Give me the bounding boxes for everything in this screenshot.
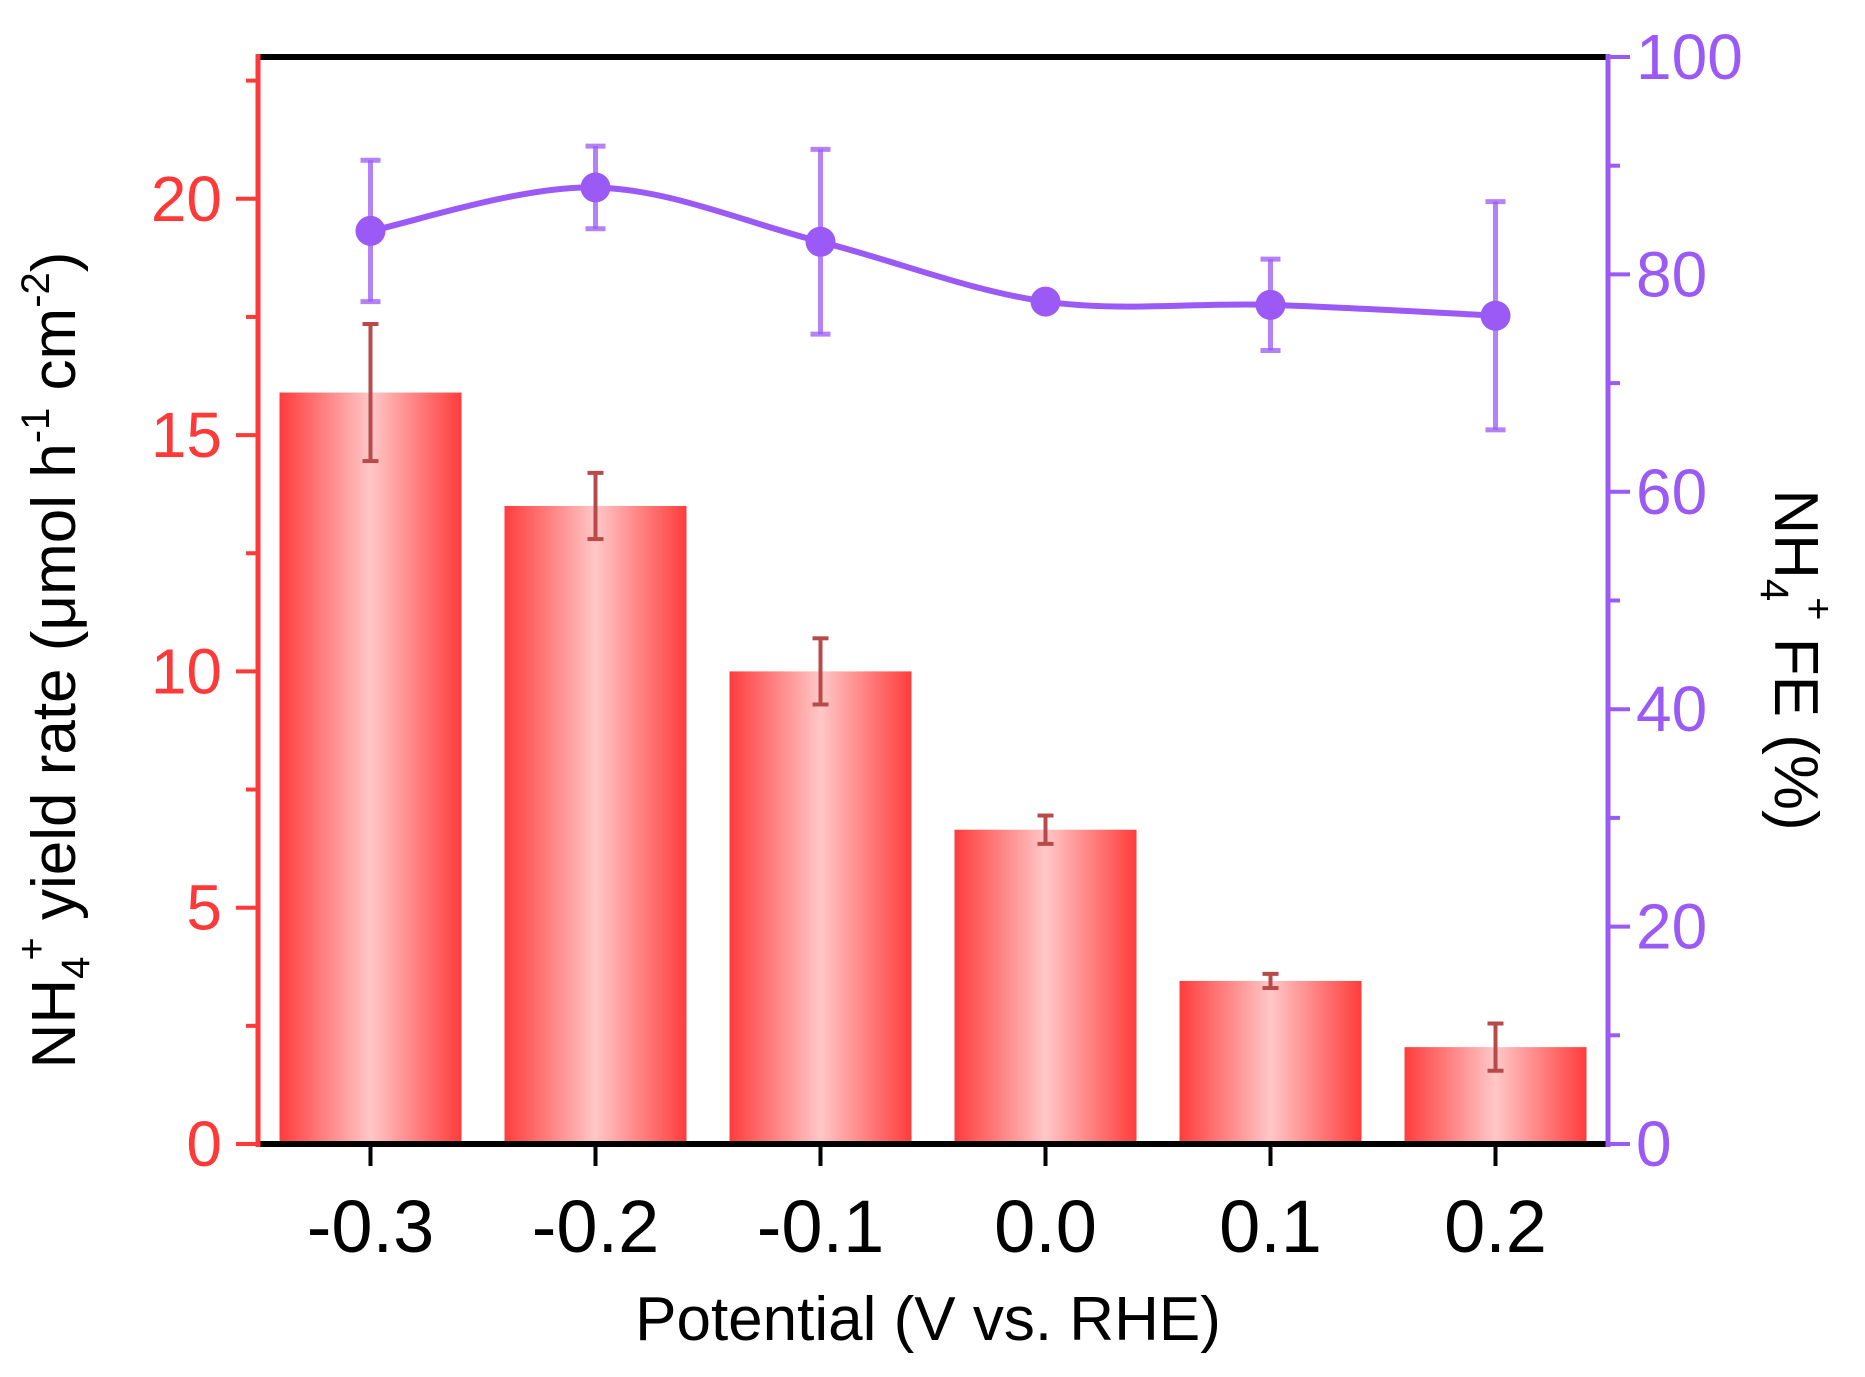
y-left-title-sup2: -1 xyxy=(14,408,58,444)
y-left-title-end: ) xyxy=(20,252,89,273)
y-right-tick-label: 60 xyxy=(1636,456,1707,528)
bar-2 xyxy=(729,671,912,1144)
y-right-axis-title: NH4+ FE (%) xyxy=(1752,489,1840,830)
y-left-title-rest: yield rate (μmol h xyxy=(20,443,89,937)
fe-point-5 xyxy=(1480,300,1511,331)
bar-3 xyxy=(954,829,1137,1144)
y-left-tick-label: 5 xyxy=(186,872,222,944)
bar-0 xyxy=(279,392,462,1144)
x-tick-label: -0.1 xyxy=(757,1185,885,1268)
y-right-tick-label: 100 xyxy=(1636,21,1743,93)
bar-1 xyxy=(504,505,687,1144)
y-left-tick-label: 20 xyxy=(151,163,222,235)
x-axis-title: Potential (V vs. RHE) xyxy=(635,1285,1221,1354)
x-tick-label: 0.1 xyxy=(1219,1185,1322,1268)
y-left-axis-title: NH4+ yield rate (μmol h-1 cm-2) xyxy=(10,252,98,1069)
y-right-tick-label: 20 xyxy=(1636,891,1707,963)
y-left-title-sup3: -2 xyxy=(14,272,58,308)
y-right-title-rest: FE (%) xyxy=(1761,621,1830,831)
y-left-title-sup: + xyxy=(10,937,54,960)
x-tick-label: -0.2 xyxy=(532,1185,660,1268)
y-left-tick-label: 15 xyxy=(151,399,222,471)
y-left-tick-label: 10 xyxy=(151,635,222,707)
fe-point-4 xyxy=(1255,289,1286,320)
y-right-title-sub: 4 xyxy=(1752,579,1796,601)
y-left-title-sub: 4 xyxy=(54,957,98,979)
axes-layer: 0 5 10 15 20 0 20 40 60 80 100 -0.3 -0.2 -0.1 0.0 0.1 0.… xyxy=(151,21,1743,1268)
x-tick-label: -0.3 xyxy=(307,1185,435,1268)
y-left-title-main: NH xyxy=(20,979,89,1069)
y-right-title-main: NH xyxy=(1761,489,1830,579)
fe-point-1 xyxy=(580,172,611,203)
fe-line-layer xyxy=(355,143,1511,433)
y-left-tick-label: 0 xyxy=(186,1108,222,1180)
fe-point-3 xyxy=(1030,286,1061,317)
fe-line xyxy=(369,184,1496,319)
x-tick-label: 0.0 xyxy=(994,1185,1097,1268)
fe-point-2 xyxy=(805,226,836,257)
y-right-title-sup: + xyxy=(1796,597,1840,620)
bar-4 xyxy=(1179,980,1362,1144)
y-right-tick-label: 40 xyxy=(1636,673,1707,745)
y-right-tick-label: 0 xyxy=(1636,1108,1672,1180)
y-left-title-rest2: cm xyxy=(20,308,89,408)
bars-layer xyxy=(279,322,1587,1144)
x-tick-label: 0.2 xyxy=(1444,1185,1547,1268)
y-right-tick-label: 80 xyxy=(1636,238,1707,310)
fe-point-0 xyxy=(355,215,386,246)
